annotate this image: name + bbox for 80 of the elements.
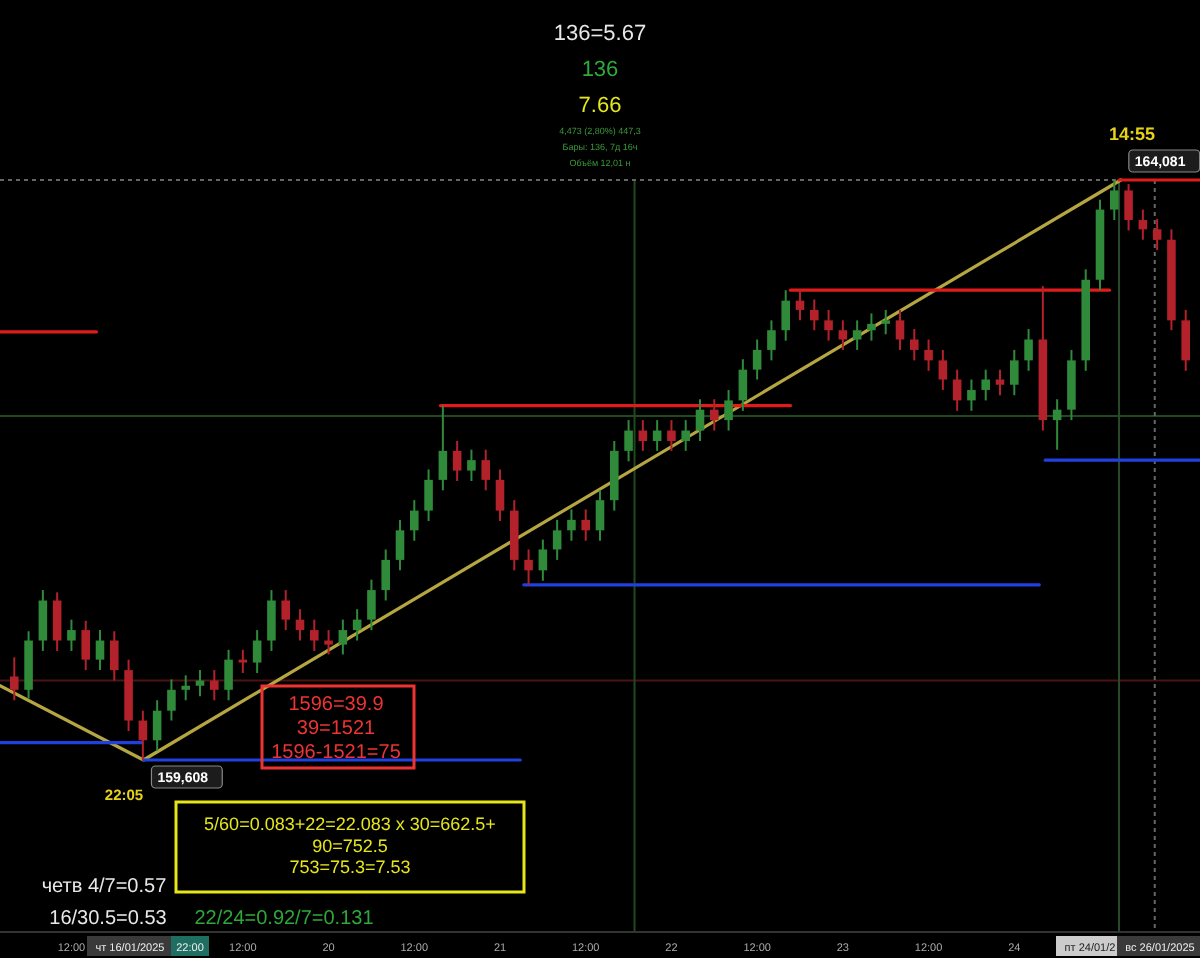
candlestick: [1024, 328, 1033, 372]
candlestick: [938, 348, 948, 391]
candlestick: [495, 468, 505, 523]
candlestick: [867, 312, 876, 342]
candlestick: [452, 440, 462, 483]
candlestick: [1052, 398, 1062, 451]
text: 5/60=0.083+22=22.083 x 30=662.5+ 90=752.5 753=75.3=7.53: [204, 814, 496, 878]
candlestick: [352, 608, 362, 642]
candlestick: [381, 548, 390, 602]
candlestick: [552, 518, 562, 561]
candlestick: [152, 699, 162, 752]
candlestick: [281, 589, 290, 632]
candlestick: [67, 618, 76, 652]
text: 136=5.67: [553, 22, 647, 46]
candlestick: [110, 630, 119, 682]
candlestick: [624, 419, 633, 463]
candlestick: [424, 468, 433, 523]
candlestick: [1124, 183, 1133, 232]
candlestick: [1110, 179, 1119, 222]
candlestick: [710, 398, 719, 432]
candlestick: [881, 308, 890, 336]
candlestick: [481, 448, 490, 492]
candlestick: [795, 289, 805, 322]
candlestick: [210, 669, 219, 702]
candlestick: [395, 518, 405, 572]
candlestick: [10, 656, 19, 702]
candlestick: [324, 629, 333, 656]
candlestick: [981, 368, 990, 402]
candlestick: [295, 608, 305, 642]
candlestick: [638, 419, 648, 452]
candlestick: [38, 589, 48, 652]
candlestick: [724, 388, 733, 432]
candlestick: [667, 419, 676, 452]
candlestick: [781, 289, 790, 342]
text: 16/30.5=0.53: [49, 908, 168, 930]
candlestick: [167, 678, 176, 722]
text: 136: [581, 58, 619, 82]
candlestick: [1181, 308, 1190, 372]
candlestick: [410, 499, 419, 542]
candlestick: [1152, 217, 1162, 252]
candlestick: [752, 338, 762, 381]
text: 22/24=0.92/7=0.131: [194, 908, 375, 930]
candlestick: [252, 629, 262, 674]
candlestick: [438, 404, 448, 492]
candlestick: [224, 648, 233, 702]
candlestick: [824, 308, 833, 342]
candlestick: [524, 548, 533, 586]
candlestick: [910, 328, 919, 362]
candlestick: [138, 709, 148, 761]
candlestick: [767, 319, 776, 362]
candlestick: [695, 398, 705, 442]
candlestick: [310, 618, 319, 652]
candlestick: [267, 589, 276, 652]
candlestick: [595, 489, 605, 542]
candlestick: [81, 619, 90, 672]
candlestick: [681, 419, 690, 452]
candlestick: [1010, 348, 1019, 397]
candlestick: [967, 378, 976, 412]
text: 7.66: [578, 94, 622, 118]
candlestick: [52, 591, 62, 652]
candlestick: [467, 448, 476, 483]
candlestick: [567, 508, 576, 542]
candlestick: [338, 618, 348, 656]
text: четв 4/7=0.57: [41, 876, 168, 898]
candlestick: [238, 648, 248, 674]
candlestick: [738, 358, 748, 412]
annotation: 1596=39.9 39=1521 1596-1521=75: [271, 694, 402, 764]
candlestick: [367, 578, 376, 632]
candlestick: [95, 629, 105, 672]
candlestick: [810, 298, 819, 332]
candlestick: [924, 338, 933, 372]
candlestick: [581, 508, 590, 542]
text: 14:55: [1108, 124, 1156, 144]
candlestick: [838, 319, 848, 351]
candlestick: [652, 419, 662, 452]
candlestick: [895, 308, 905, 351]
candlestick: [1138, 208, 1148, 241]
candlestick: [181, 674, 190, 702]
candlestick: [538, 538, 548, 582]
candlestick: [852, 319, 862, 351]
